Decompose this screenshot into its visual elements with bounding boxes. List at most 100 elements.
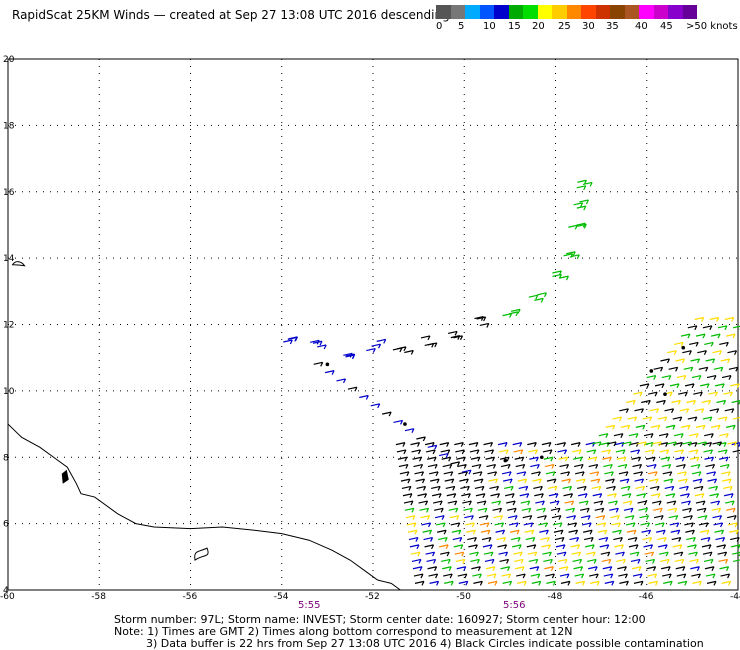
wind-barb xyxy=(697,350,707,355)
wind-barb xyxy=(646,375,657,380)
lon-tick-label: -50 xyxy=(456,592,471,602)
wind-barb xyxy=(725,500,735,506)
wind-barb xyxy=(619,408,629,414)
scale-swatch xyxy=(537,5,552,19)
wind-barb xyxy=(683,515,693,520)
wind-barb xyxy=(381,411,392,417)
wind-barb xyxy=(557,558,568,564)
wind-barb xyxy=(660,456,671,462)
wind-barb xyxy=(581,515,591,520)
wind-barb xyxy=(683,366,694,372)
wind-barb xyxy=(471,463,482,469)
wind-barb xyxy=(409,544,420,550)
wind-barb xyxy=(287,336,298,342)
wind-barb xyxy=(680,424,691,430)
wind-barb xyxy=(596,522,607,528)
wind-barb xyxy=(632,463,643,469)
lat-tick-label: 18 xyxy=(3,121,15,131)
wind-barb xyxy=(652,500,662,506)
wind-barb xyxy=(635,424,646,430)
wind-barb xyxy=(711,507,722,513)
wind-barb xyxy=(526,544,537,550)
wind-barb xyxy=(630,558,641,564)
wind-barb xyxy=(549,500,560,506)
wind-barb xyxy=(686,536,696,542)
notes-line-2: 3) Data buffer is 22 hrs from Sep 27 13:… xyxy=(146,637,704,650)
scale-swatch xyxy=(610,5,625,19)
lat-tick-label: 12 xyxy=(3,321,14,331)
wind-barb xyxy=(498,449,509,455)
wind-barb xyxy=(694,493,705,499)
wind-barb xyxy=(359,394,369,400)
wind-barb xyxy=(679,485,689,491)
wind-barb xyxy=(709,408,720,414)
wind-barb xyxy=(532,478,542,484)
wind-barb xyxy=(665,493,676,499)
wind-barb xyxy=(434,507,444,513)
wind-barb xyxy=(531,580,542,586)
wind-barb xyxy=(654,383,665,389)
wind-barb xyxy=(685,529,695,535)
wind-barb xyxy=(591,485,602,491)
wind-barb xyxy=(439,544,449,550)
wind-barb xyxy=(542,449,553,455)
scale-swatch xyxy=(494,5,509,19)
wind-barb xyxy=(537,292,547,298)
wind-barb xyxy=(661,375,672,380)
wind-barb xyxy=(691,573,701,579)
wind-barb xyxy=(618,573,628,579)
wind-barb xyxy=(552,270,562,276)
wind-barb xyxy=(475,493,486,499)
lon-tick-label: -44 xyxy=(730,592,740,602)
wind-barb xyxy=(639,383,650,389)
wind-barb xyxy=(467,536,477,542)
wind-barb xyxy=(589,471,600,477)
wind-barb xyxy=(589,573,599,579)
scale-swatch xyxy=(595,5,610,19)
wind-barb xyxy=(416,485,427,491)
lat-tick-label: 16 xyxy=(3,188,15,198)
wind-barb xyxy=(656,399,666,405)
wind-barb xyxy=(512,442,523,447)
wind-barb xyxy=(677,580,688,586)
wind-barb xyxy=(724,408,735,414)
wind-barb xyxy=(514,456,525,462)
wind-barb xyxy=(523,522,534,528)
notes-line: Note: 1) Times are GMT 2) Times along bo… xyxy=(114,625,573,638)
lon-tick-label: -46 xyxy=(639,592,654,602)
wind-barb xyxy=(487,580,498,586)
wind-barb xyxy=(624,515,635,520)
wind-barb xyxy=(647,391,658,397)
wind-barb xyxy=(662,471,673,477)
wind-barb xyxy=(498,551,509,557)
wind-barb xyxy=(525,536,536,542)
lon-tick-label: -52 xyxy=(365,592,380,602)
wind-barb xyxy=(716,442,727,447)
wind-barb xyxy=(700,536,711,542)
wind-barb xyxy=(455,558,466,564)
wind-barb xyxy=(619,478,630,484)
coastline xyxy=(7,423,401,591)
wind-barb xyxy=(439,442,450,447)
wind-barb xyxy=(501,471,512,477)
scale-swatch xyxy=(624,5,639,19)
scale-swatch xyxy=(436,5,451,19)
wind-barb xyxy=(492,507,503,513)
wind-barb xyxy=(417,493,428,499)
wind-barb xyxy=(641,529,652,535)
wind-barb xyxy=(551,515,562,520)
wind-barb xyxy=(483,442,494,447)
wind-barb xyxy=(682,507,692,513)
scale-swatch xyxy=(566,5,581,19)
wind-barb xyxy=(679,408,690,414)
contamination-circle xyxy=(540,455,544,460)
wind-barb xyxy=(710,424,721,430)
wind-barb xyxy=(689,433,699,438)
wind-barb xyxy=(671,536,682,542)
wind-barb xyxy=(573,566,584,572)
wind-barb xyxy=(719,433,729,438)
wind-barb xyxy=(564,500,575,506)
wind-barb xyxy=(718,456,729,462)
wind-barb xyxy=(533,485,543,491)
